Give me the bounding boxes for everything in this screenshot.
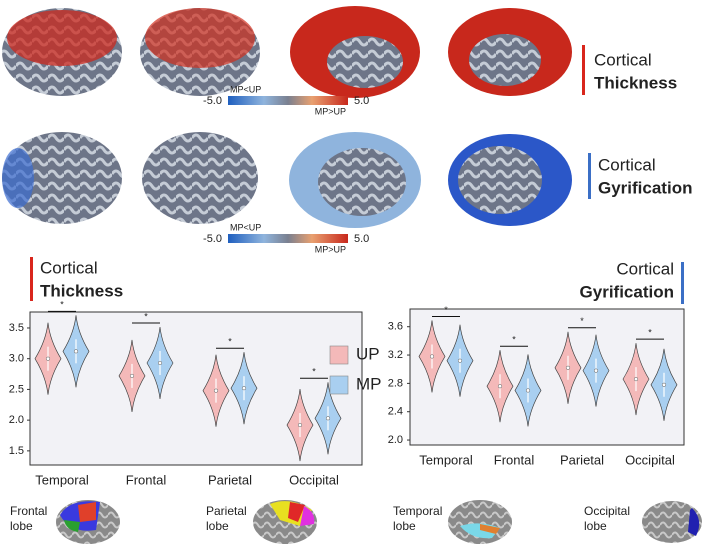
y-tick-label: 2.0 [9, 414, 24, 426]
map-title: Thickness [594, 73, 677, 92]
legend-label: MP [356, 374, 382, 393]
significance-star: * [512, 335, 516, 345]
x-tick-label: Parietal [560, 452, 604, 467]
y-tick-label: 3.0 [9, 353, 24, 365]
colorbar [228, 234, 348, 243]
y-tick-label: 2.0 [388, 434, 403, 446]
median-dot [297, 423, 303, 428]
median-dot [325, 416, 331, 421]
median-dot [157, 360, 163, 366]
brain-overlay [458, 146, 542, 214]
brain-overlay [469, 34, 541, 86]
map-title: Gyrification [598, 178, 692, 197]
brain-overlay [7, 10, 117, 66]
chart-title: Thickness [40, 281, 123, 300]
brain-overlay [327, 36, 403, 88]
colorbar [228, 96, 348, 105]
x-tick-label: Temporal [35, 472, 89, 487]
median-dot [45, 356, 51, 361]
chart-title: Cortical [616, 259, 674, 278]
y-tick-label: 3.6 [388, 321, 403, 333]
median-dot [213, 388, 219, 393]
significance-star: * [228, 337, 232, 347]
colorbar-label: MP>UP [315, 244, 346, 254]
colorbar-label: MP>UP [315, 106, 346, 116]
chart-title: Cortical [40, 258, 98, 277]
brain-overlay [2, 148, 34, 208]
brain-row-thickness [2, 6, 572, 98]
median-dot [661, 382, 667, 387]
median-dot [633, 377, 639, 382]
legend-label: UP [356, 344, 380, 363]
title-accent [588, 153, 591, 199]
lobe-region [64, 520, 80, 532]
title-accent [582, 45, 585, 95]
median-dot [497, 384, 503, 389]
brain-overlay [318, 148, 406, 216]
x-tick-label: Temporal [419, 452, 473, 467]
median-dot [525, 388, 531, 393]
title-accent [30, 257, 33, 301]
lobe-label: Parietal [206, 504, 247, 518]
median-dot [73, 349, 79, 354]
title-accent [681, 262, 684, 304]
brain-image [2, 132, 122, 224]
plot-area [29, 311, 363, 466]
brain-overlay [145, 8, 255, 68]
median-dot [565, 365, 571, 370]
map-title: Cortical [598, 155, 656, 174]
colorbar-label: 5.0 [354, 233, 369, 245]
map-title: Cortical [594, 50, 652, 69]
y-tick-label: 2.8 [388, 377, 403, 389]
lobe-region [288, 502, 305, 522]
lobe-region [300, 506, 315, 526]
brain-row-gyrification [2, 132, 572, 228]
lobe-label: Temporal [393, 504, 442, 518]
significance-star: * [648, 328, 652, 338]
legend-swatch [329, 345, 349, 365]
lobe-label: lobe [584, 519, 607, 533]
significance-star: * [444, 305, 448, 315]
significance-star: * [580, 316, 584, 326]
median-dot [593, 368, 599, 373]
lobe-region [688, 508, 700, 536]
lobe-region [78, 502, 96, 522]
legend-swatch [329, 375, 349, 395]
y-tick-label: 1.5 [9, 445, 24, 457]
chart-title: Gyrification [580, 282, 674, 301]
lobe-label: lobe [206, 519, 229, 533]
median-dot [429, 354, 435, 359]
colorbar-label: MP<UP [230, 84, 261, 94]
median-dot [457, 358, 463, 363]
lobe-label: Occipital [584, 504, 630, 518]
x-tick-label: Occipital [289, 472, 339, 487]
y-tick-label: 2.4 [388, 406, 403, 418]
lobe-thumbnails [56, 500, 702, 544]
median-dot [129, 373, 135, 378]
x-tick-label: Frontal [494, 452, 535, 467]
median-dot [241, 386, 247, 391]
significance-star: * [60, 300, 64, 310]
lobe-label: lobe [393, 519, 416, 533]
y-tick-label: 3.2 [388, 349, 403, 361]
significance-star: * [312, 367, 316, 377]
y-tick-label: 3.5 [9, 322, 24, 334]
lobe-label: Frontal [10, 504, 47, 518]
x-tick-label: Occipital [625, 452, 675, 467]
colorbar-label: 5.0 [354, 95, 369, 107]
y-tick-label: 2.5 [9, 383, 24, 395]
brain-image [142, 132, 258, 224]
colorbar-label: MP<UP [230, 222, 261, 232]
colorbar-label: -5.0 [203, 233, 222, 245]
x-tick-label: Parietal [208, 472, 252, 487]
x-tick-label: Frontal [126, 472, 167, 487]
significance-star: * [144, 311, 148, 321]
lobe-image [642, 501, 702, 543]
lobe-region [480, 524, 500, 534]
colorbar-label: -5.0 [203, 95, 222, 107]
lobe-label: lobe [10, 519, 33, 533]
